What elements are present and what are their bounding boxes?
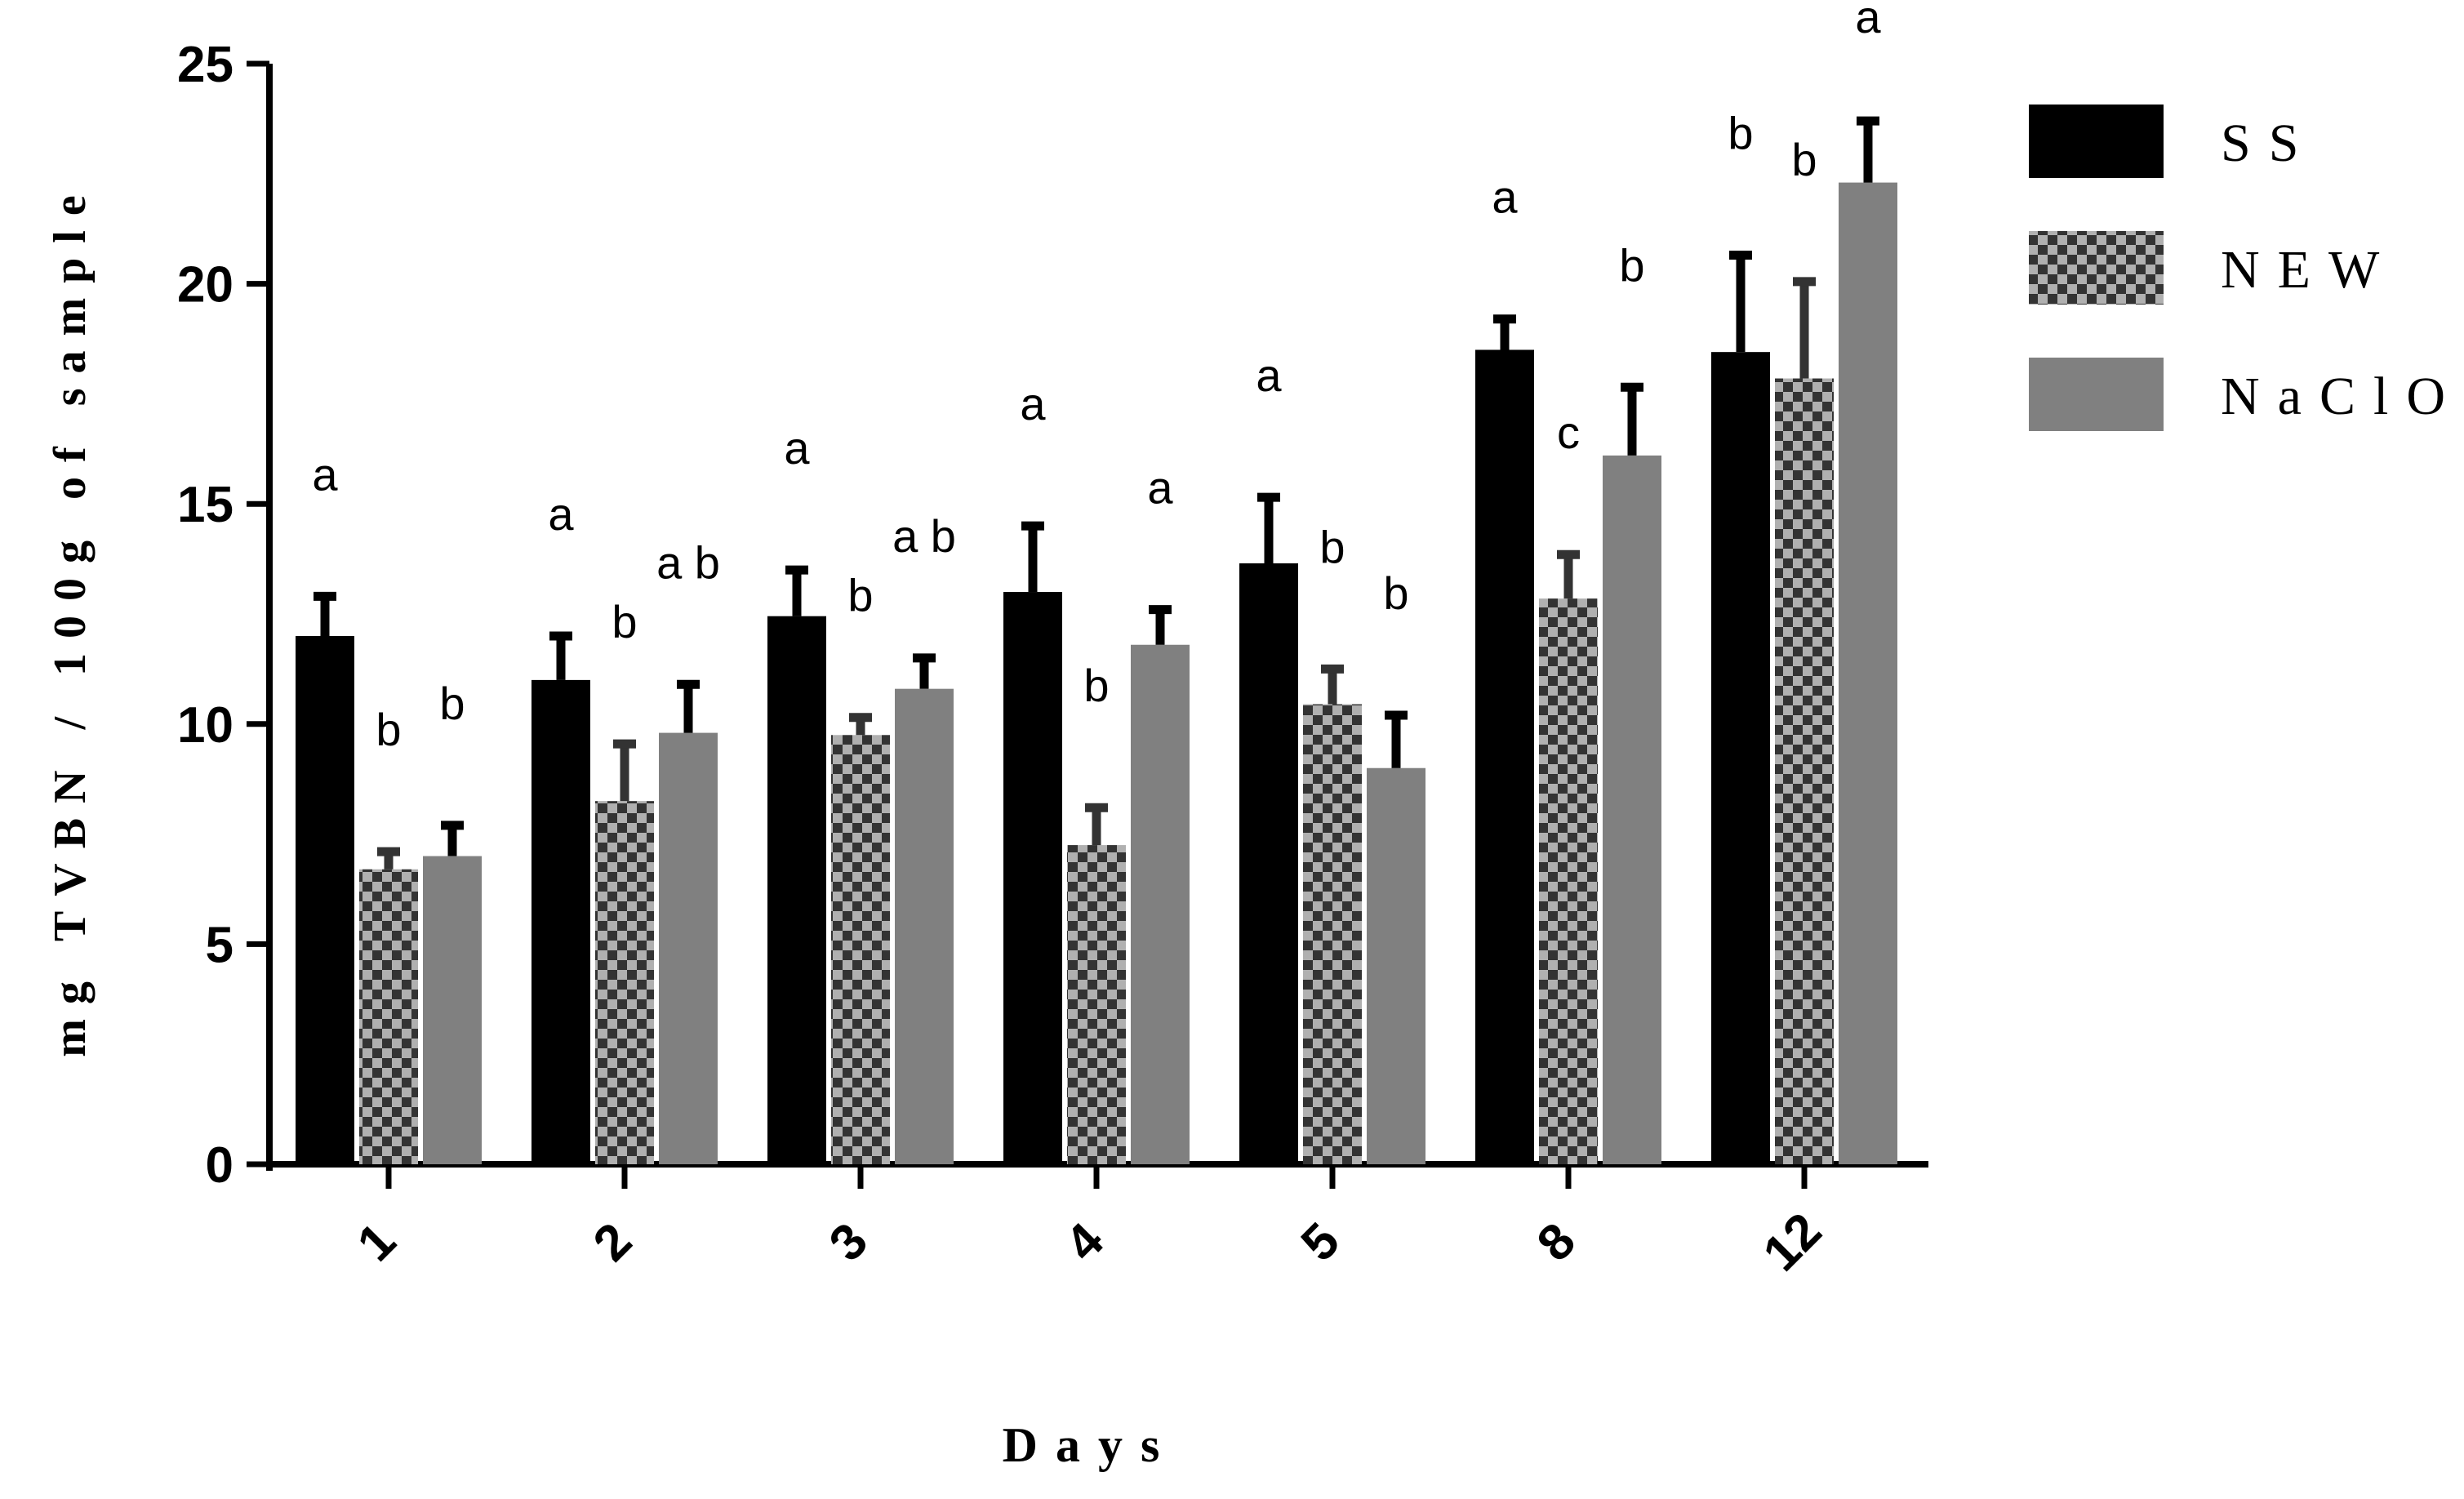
significance-letter: b: [439, 678, 465, 729]
bar-naclo: [895, 688, 954, 1164]
bar-new: [595, 801, 654, 1164]
bar-naclo: [1131, 644, 1190, 1164]
significance-letter: a b: [656, 536, 720, 588]
y-tick-label: 10: [177, 697, 234, 754]
bar-ss: [767, 616, 826, 1164]
bar-ss: [1711, 352, 1770, 1164]
significance-letter: a: [1020, 378, 1046, 429]
x-tick-label: 12: [1753, 1203, 1833, 1283]
significance-letter: a: [784, 422, 810, 474]
significance-letter: b: [1319, 521, 1345, 572]
x-tick-label: 5: [1291, 1212, 1350, 1272]
significance-letter: b: [1728, 108, 1753, 159]
bar-new: [831, 735, 890, 1164]
significance-letter: b: [1383, 567, 1408, 619]
legend: SS NEW NaClO: [2029, 105, 2463, 431]
y-tick-label: 25: [177, 37, 234, 93]
bar-new: [359, 869, 418, 1164]
bar-naclo: [1839, 182, 1897, 1165]
y-tick-label: 5: [206, 917, 234, 973]
bar-new: [1539, 598, 1598, 1164]
significance-letter: a: [548, 488, 574, 540]
legend-label-new: NEW: [2221, 240, 2397, 300]
x-tick-label: 1: [347, 1212, 407, 1272]
bar-new: [1303, 704, 1362, 1164]
bar-ss: [1239, 563, 1298, 1164]
significance-letter: b: [1791, 134, 1817, 185]
y-axis-label: mg TVBN / 100g of sample: [45, 180, 96, 1056]
significance-letter: c: [1557, 407, 1580, 458]
significance-letter: a: [312, 448, 338, 500]
legend-swatch-naclo: [2029, 358, 2164, 431]
y-tick-label: 15: [177, 477, 234, 533]
bar-ss: [531, 679, 590, 1164]
x-axis-label: Days: [1003, 1418, 1178, 1472]
y-tick-label: 0: [206, 1137, 234, 1194]
legend-swatch-ss: [2029, 105, 2164, 178]
legend-label-ss: SS: [2221, 113, 2316, 173]
legend-label-naclo: NaClO: [2221, 367, 2463, 426]
bar-naclo: [1367, 767, 1425, 1164]
significance-letter: b: [1619, 239, 1644, 291]
significance-letter: a: [1855, 0, 1881, 42]
bar-naclo: [1603, 455, 1661, 1164]
significance-letter: a b: [892, 510, 956, 562]
x-tick-label: 2: [583, 1212, 643, 1272]
bar-ss: [1003, 592, 1062, 1164]
bar-new: [1775, 378, 1834, 1164]
legend-swatch-new: [2029, 231, 2164, 305]
significance-letter: b: [376, 704, 401, 755]
significance-letter: b: [1083, 660, 1109, 711]
significance-letter: b: [612, 596, 637, 647]
bar-ss: [296, 635, 354, 1164]
significance-letter: a: [1256, 349, 1282, 401]
x-tick-label: 4: [1055, 1212, 1115, 1273]
bar-new: [1067, 845, 1126, 1164]
bar-naclo: [423, 856, 482, 1164]
bar-ss: [1475, 349, 1534, 1165]
significance-letter: b: [847, 570, 873, 621]
bar-naclo: [659, 732, 718, 1164]
significance-letter: a: [1492, 171, 1518, 223]
x-tick-label: 3: [819, 1212, 878, 1272]
bars: [296, 116, 1897, 1165]
x-tick-label: 8: [1527, 1212, 1586, 1272]
y-tick-label: 20: [177, 257, 234, 314]
significance-letter: a: [1147, 462, 1173, 514]
